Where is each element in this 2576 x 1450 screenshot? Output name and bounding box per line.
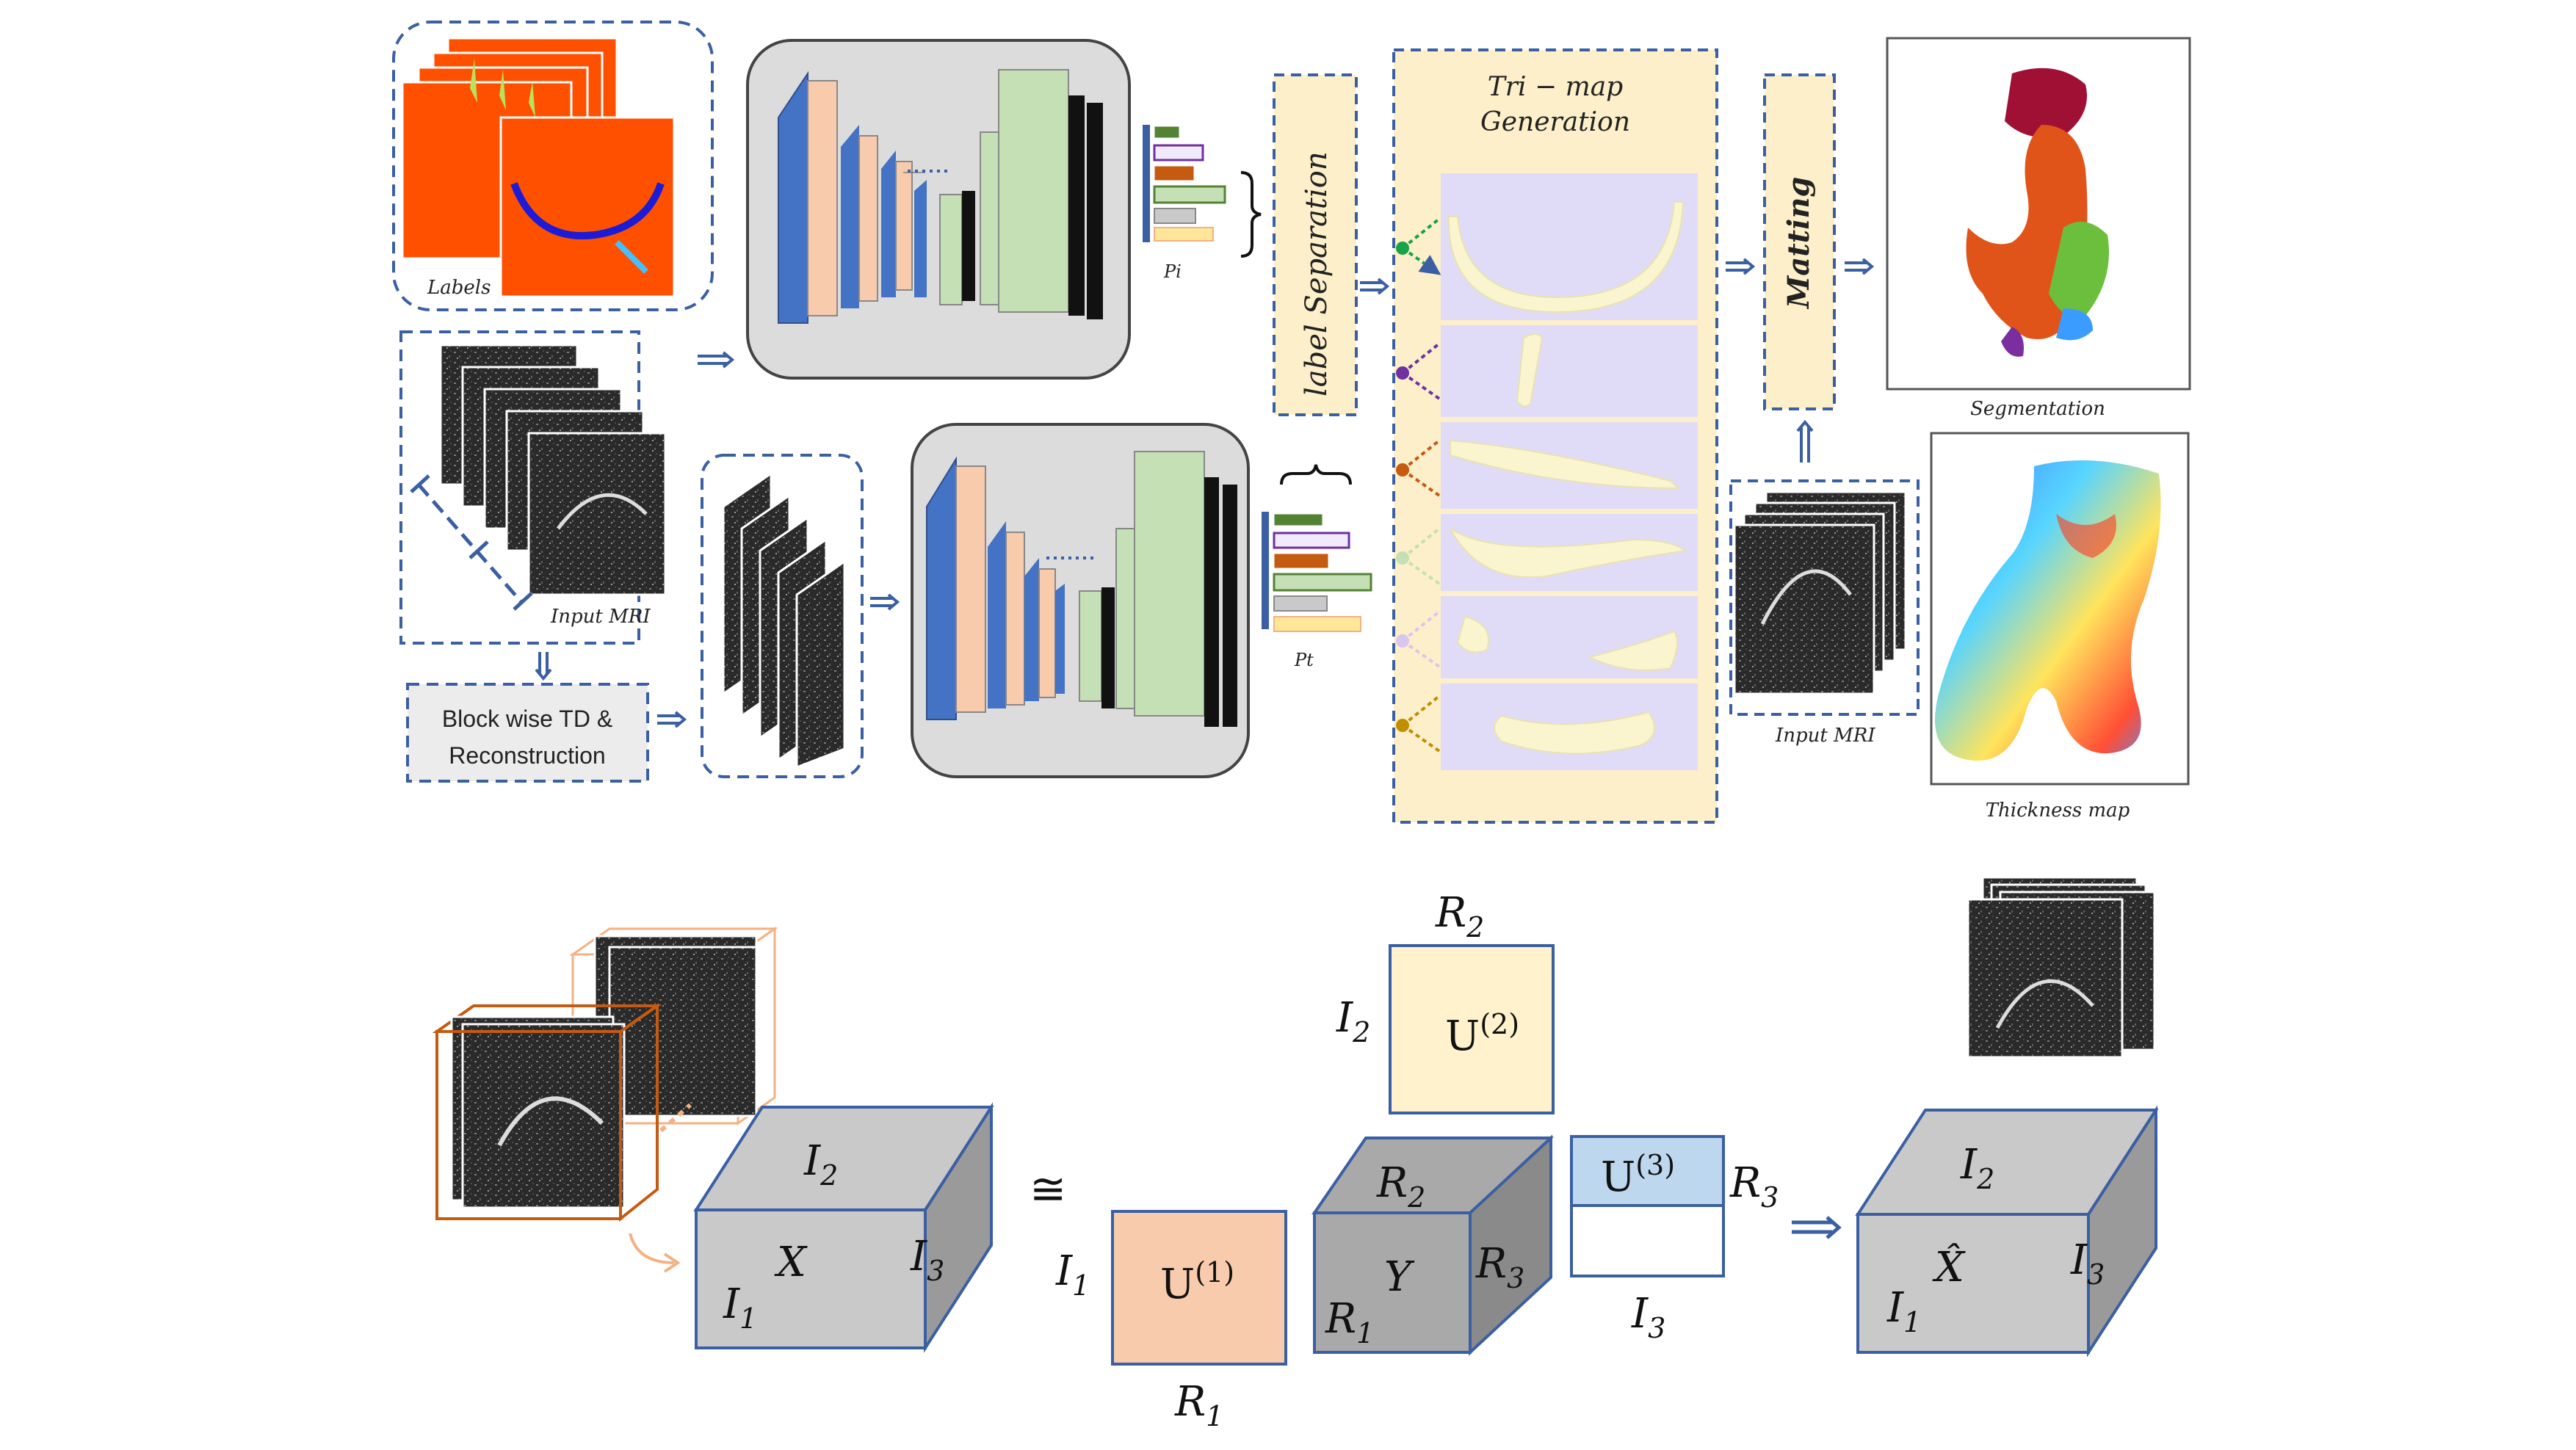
u3-row-index: R <box>1729 1159 1761 1207</box>
pt-label: Pt <box>1294 650 1314 670</box>
svg-text:I1: I1 <box>1055 1247 1090 1302</box>
svg-text:I2: I2 <box>1960 1141 1994 1195</box>
class-connectors <box>1396 217 1439 753</box>
block-label-line1: Block wise TD & <box>442 706 612 732</box>
arrow-sep-to-trimap <box>1360 278 1390 295</box>
factor-u3: U(3) R3 I3 <box>1570 1135 1779 1344</box>
u3-col-index: I <box>1631 1290 1649 1338</box>
x-side-index: I <box>910 1233 928 1280</box>
arrow-stack-to-unet2 <box>870 593 900 611</box>
svg-text:R2: R2 <box>1435 889 1484 943</box>
u2-row-index: I <box>1336 994 1354 1042</box>
mri-block-cubes <box>432 927 778 1273</box>
arrow-mri-to-matting <box>1796 419 1814 463</box>
trimap-title-line2: Generation <box>1480 107 1630 137</box>
svg-text:I2: I2 <box>1336 994 1370 1048</box>
unet-top <box>746 39 1131 380</box>
y-top-index: R <box>1376 1159 1408 1207</box>
thickness-map-caption: Thickness map <box>1986 800 2130 822</box>
pi-label: Pi <box>1163 261 1182 282</box>
unet-bottom <box>911 423 1250 778</box>
reconstructed-mri-top <box>1967 876 2156 1059</box>
reconstructed-mri-stack <box>701 454 864 778</box>
labels-caption: Labels <box>427 277 491 299</box>
x-front-label: X <box>774 1239 808 1286</box>
block-label-line2: Reconstruction <box>449 742 605 769</box>
input-mri-box: Input MRI <box>399 330 667 645</box>
segmentation-output: Segmentation <box>1886 37 2191 420</box>
svg-text:R2: R2 <box>1376 1159 1425 1214</box>
u1-col-index: R <box>1174 1378 1206 1426</box>
y-front-label: Y <box>1384 1253 1415 1301</box>
input-mri-caption: Input MRI <box>550 606 651 628</box>
arrow-block-to-stack <box>657 711 687 728</box>
arrow-mri-to-block <box>535 652 552 681</box>
core-tensor-y: R2 Y R1 R3 <box>1311 1134 1554 1356</box>
x-left-index: I <box>723 1280 741 1328</box>
arrow-matting-to-seg <box>1845 258 1875 275</box>
svg-text:R3: R3 <box>1475 1240 1524 1294</box>
trimap-title-line1: Tri − map <box>1488 72 1623 102</box>
label-separation-box: label Separation <box>1273 73 1358 416</box>
xhat-left-index: I <box>1886 1284 1905 1332</box>
matting-text: Matting <box>1781 177 1816 310</box>
svg-text:I1: I1 <box>723 1280 757 1335</box>
label-separation-text: label Separation <box>1300 151 1334 396</box>
segmentation-caption: Segmentation <box>1970 398 2105 420</box>
y-left-index: R <box>1325 1295 1356 1343</box>
svg-text:U(2): U(2) <box>1445 1008 1519 1060</box>
svg-text:I2: I2 <box>803 1137 838 1192</box>
arrow-trimap-to-matting <box>1726 258 1756 275</box>
factor-u1: U(1) I1 R1 <box>1055 1210 1287 1432</box>
svg-text:R1: R1 <box>1174 1378 1223 1432</box>
xhat-top-index: I <box>1960 1141 1978 1189</box>
arrow-to-xhat <box>1792 1216 1842 1239</box>
matting-box: Matting <box>1763 73 1836 410</box>
approx-symbol: ≅ <box>1030 1164 1066 1215</box>
svg-text:R1: R1 <box>1325 1295 1374 1349</box>
tensor-x: I2 X I1 I3 <box>693 1102 994 1353</box>
labels-box: Labels <box>392 21 714 311</box>
svg-text:U(1): U(1) <box>1160 1256 1234 1308</box>
pt-bars: Pt <box>1262 464 1372 670</box>
svg-text:I3: I3 <box>910 1233 944 1287</box>
svg-text:I3: I3 <box>1631 1290 1665 1344</box>
thickness-map-output: Thickness map <box>1930 432 2190 822</box>
factor-u2: U(2) I2 R2 <box>1336 889 1555 1114</box>
svg-text:R3: R3 <box>1729 1159 1779 1214</box>
trimap-panel-2 <box>1441 325 1698 417</box>
block-wise-td-box: Block wise TD & Reconstruction <box>406 683 649 783</box>
svg-text:I1: I1 <box>1886 1284 1921 1338</box>
pi-bars: Pi <box>1143 125 1262 282</box>
u2-col-index: R <box>1435 889 1466 937</box>
xhat-front-label: X̂ <box>1932 1242 1966 1291</box>
input-mri-right-caption: Input MRI <box>1775 725 1875 747</box>
trimap-generation-box: Tri − map Generation <box>1392 48 1718 824</box>
arrow-mri-to-unet <box>698 351 735 369</box>
input-mri-front-slice <box>527 432 667 596</box>
y-side-index: R <box>1475 1240 1507 1288</box>
tensor-xhat: I2 X̂ I1 I3 <box>1855 1105 2159 1357</box>
svg-text:U(3): U(3) <box>1601 1149 1675 1201</box>
xhat-side-index: I <box>2070 1236 2088 1284</box>
input-mri-right: Input MRI <box>1729 479 1920 747</box>
u1-row-index: I <box>1055 1247 1074 1295</box>
x-top-index: I <box>803 1137 822 1185</box>
svg-text:I3: I3 <box>2070 1236 2105 1291</box>
